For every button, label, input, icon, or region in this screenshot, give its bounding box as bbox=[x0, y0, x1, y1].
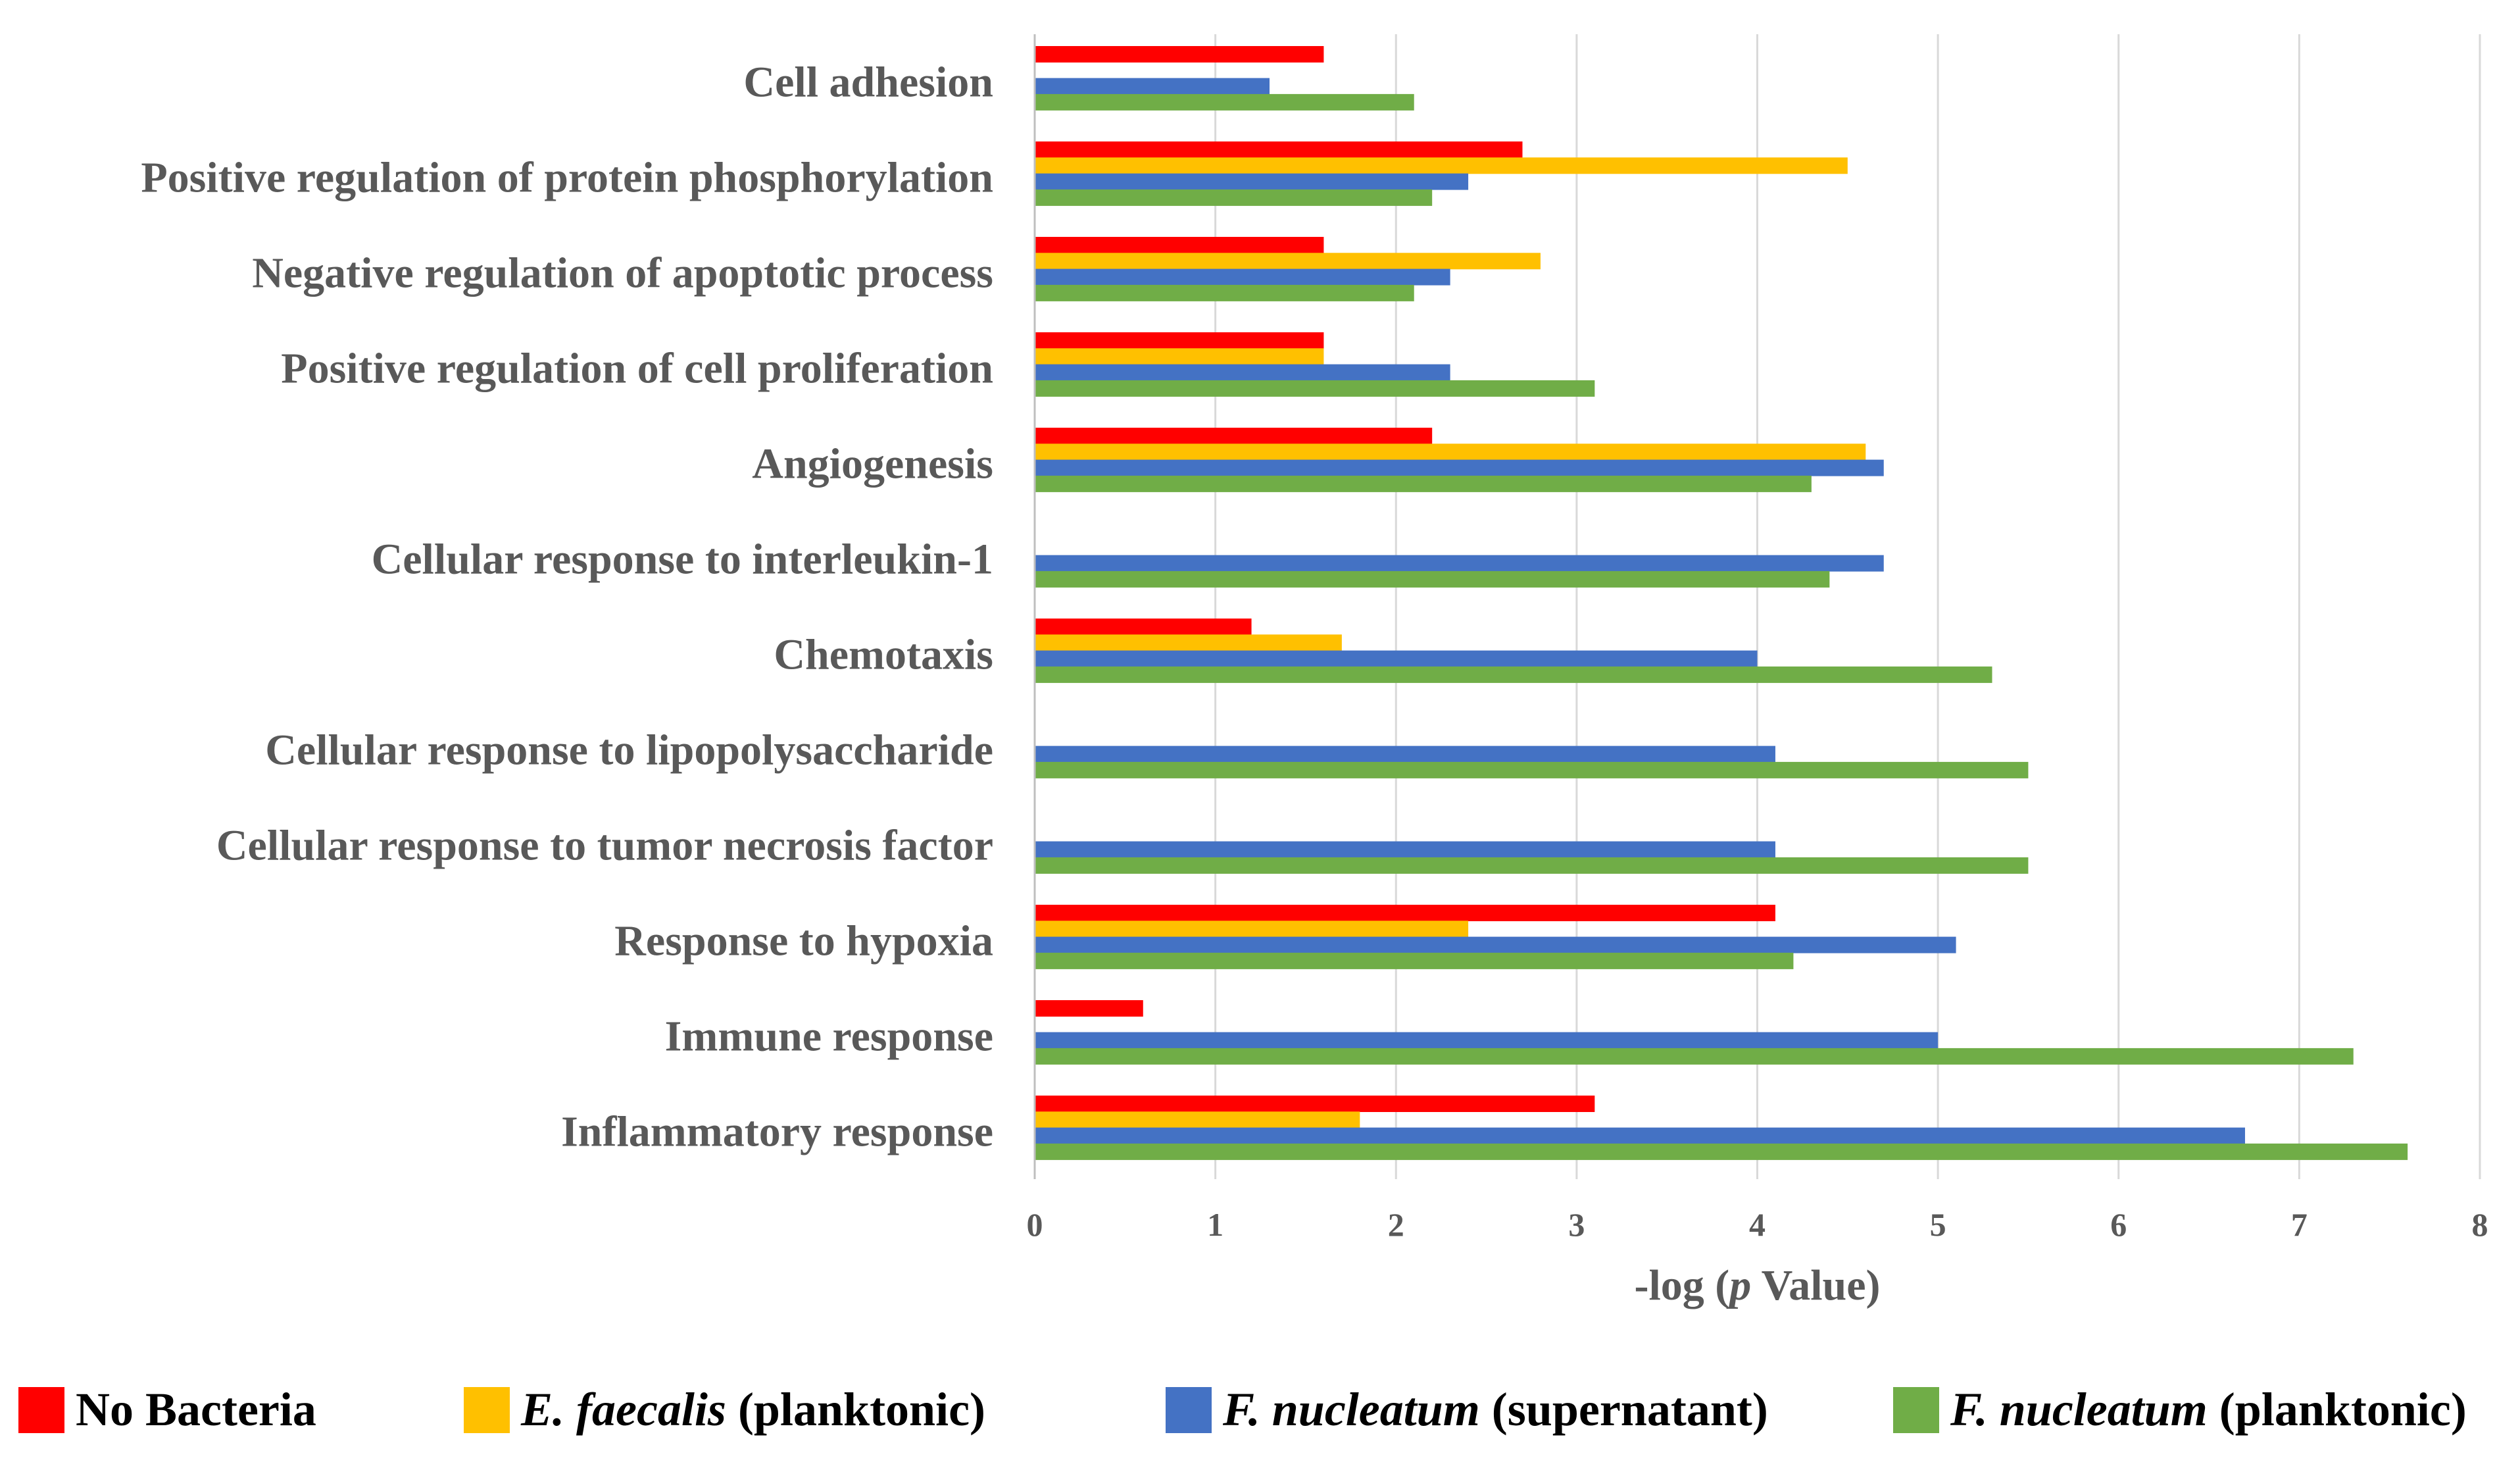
x-tick-label: 3 bbox=[1568, 1206, 1585, 1243]
bar bbox=[1035, 634, 1342, 651]
bar bbox=[1035, 952, 1794, 969]
x-tick-label: 4 bbox=[1749, 1206, 1766, 1243]
category-label: Cellular response to lipopolysaccharide bbox=[265, 726, 993, 774]
bar bbox=[1035, 428, 1433, 444]
bar bbox=[1035, 1127, 2245, 1144]
legend-label: E. faecalis (planktonic) bbox=[520, 1383, 985, 1436]
category-label: Response to hypoxia bbox=[614, 917, 993, 965]
legend: No Bacteria E. faecalis (planktonic) F. nu… bbox=[18, 1383, 2467, 1436]
bar bbox=[1035, 459, 1884, 476]
legend-label: No Bacteria bbox=[76, 1383, 316, 1436]
category-labels: Cell adhesion Positive regulation of prot… bbox=[141, 59, 993, 1156]
x-tick-label: 7 bbox=[2291, 1206, 2308, 1243]
bar bbox=[1035, 841, 1775, 858]
legend-label-text: No Bacteria bbox=[76, 1383, 316, 1436]
category-label: Angiogenesis bbox=[752, 440, 993, 488]
bar bbox=[1035, 857, 2029, 874]
bar bbox=[1035, 443, 1866, 461]
x-axis-title-part: Value) bbox=[1751, 1261, 1880, 1309]
x-axis-title-part: -log ( bbox=[1634, 1261, 1729, 1309]
legend-label-italic: E. faecalis bbox=[520, 1383, 726, 1436]
bar bbox=[1035, 666, 1992, 683]
bar bbox=[1035, 570, 1830, 588]
bar bbox=[1035, 650, 1758, 667]
bar bbox=[1035, 380, 1595, 397]
legend-label-italic: F. nucleatum bbox=[1950, 1383, 2208, 1436]
bar bbox=[1035, 46, 1324, 63]
x-axis-title: -log (p Value) bbox=[1634, 1261, 1880, 1309]
bar bbox=[1035, 761, 2029, 778]
category-label: Chemotaxis bbox=[774, 631, 993, 679]
bar bbox=[1035, 157, 1848, 174]
bar bbox=[1035, 237, 1324, 253]
legend-swatch bbox=[1893, 1387, 1939, 1433]
bar bbox=[1035, 364, 1450, 381]
gridlines bbox=[1214, 34, 2481, 1179]
bar bbox=[1035, 332, 1324, 349]
category-label: Positive regulation of protein phosphory… bbox=[141, 154, 993, 202]
bar bbox=[1035, 1143, 2408, 1160]
category-label: Cell adhesion bbox=[743, 59, 993, 107]
bar bbox=[1035, 475, 1812, 492]
bar bbox=[1035, 1048, 2354, 1065]
bar bbox=[1035, 268, 1450, 286]
bar bbox=[1035, 253, 1541, 270]
bar bbox=[1035, 905, 1775, 921]
bar bbox=[1035, 173, 1469, 190]
bar bbox=[1035, 555, 1884, 572]
x-tick-label: 1 bbox=[1207, 1206, 1223, 1243]
category-label: Negative regulation of apoptotic process bbox=[252, 249, 993, 297]
category-label: Cellular response to tumor necrosis fact… bbox=[216, 822, 993, 870]
x-tick-label: 5 bbox=[1930, 1206, 1946, 1243]
legend-swatch bbox=[1166, 1387, 1212, 1433]
category-label: Cellular response to interleukin-1 bbox=[372, 536, 993, 584]
bar bbox=[1035, 936, 1956, 953]
bar bbox=[1035, 93, 1414, 111]
bar bbox=[1035, 141, 1523, 158]
bar bbox=[1035, 619, 1252, 635]
bar bbox=[1035, 1111, 1360, 1128]
legend-label: F. nucleatum (supernatant) bbox=[1222, 1383, 1768, 1436]
legend-label-text: (supernatant) bbox=[1480, 1383, 1768, 1436]
x-tick-label: 8 bbox=[2472, 1206, 2488, 1243]
legend-label-text: (planktonic) bbox=[726, 1383, 985, 1436]
legend-swatch bbox=[18, 1387, 64, 1433]
legend-swatch bbox=[464, 1387, 510, 1433]
legend-label-italic: F. nucleatum bbox=[1222, 1383, 1480, 1436]
x-tick-label: 6 bbox=[2110, 1206, 2127, 1243]
category-label: Positive regulation of cell proliferatio… bbox=[281, 345, 993, 393]
bar bbox=[1035, 78, 1270, 95]
category-label: Immune response bbox=[665, 1013, 993, 1061]
category-label: Inflammatory response bbox=[561, 1108, 993, 1156]
bar bbox=[1035, 189, 1433, 206]
legend-label: F. nucleatum (planktonic) bbox=[1950, 1383, 2467, 1436]
bar bbox=[1035, 921, 1469, 938]
legend-label-text: (planktonic) bbox=[2208, 1383, 2467, 1436]
bar bbox=[1035, 348, 1324, 365]
x-tick-labels: 0 1 2 3 4 5 6 7 8 bbox=[1027, 1206, 2488, 1243]
x-tick-label: 0 bbox=[1027, 1206, 1043, 1243]
bar bbox=[1035, 1096, 1595, 1112]
x-tick-label: 2 bbox=[1388, 1206, 1404, 1243]
bar bbox=[1035, 1000, 1143, 1017]
bar bbox=[1035, 284, 1414, 301]
x-axis-title-italic: p bbox=[1726, 1261, 1751, 1309]
bar bbox=[1035, 746, 1775, 763]
bar bbox=[1035, 1032, 1939, 1049]
bar-series bbox=[1035, 46, 2408, 1160]
